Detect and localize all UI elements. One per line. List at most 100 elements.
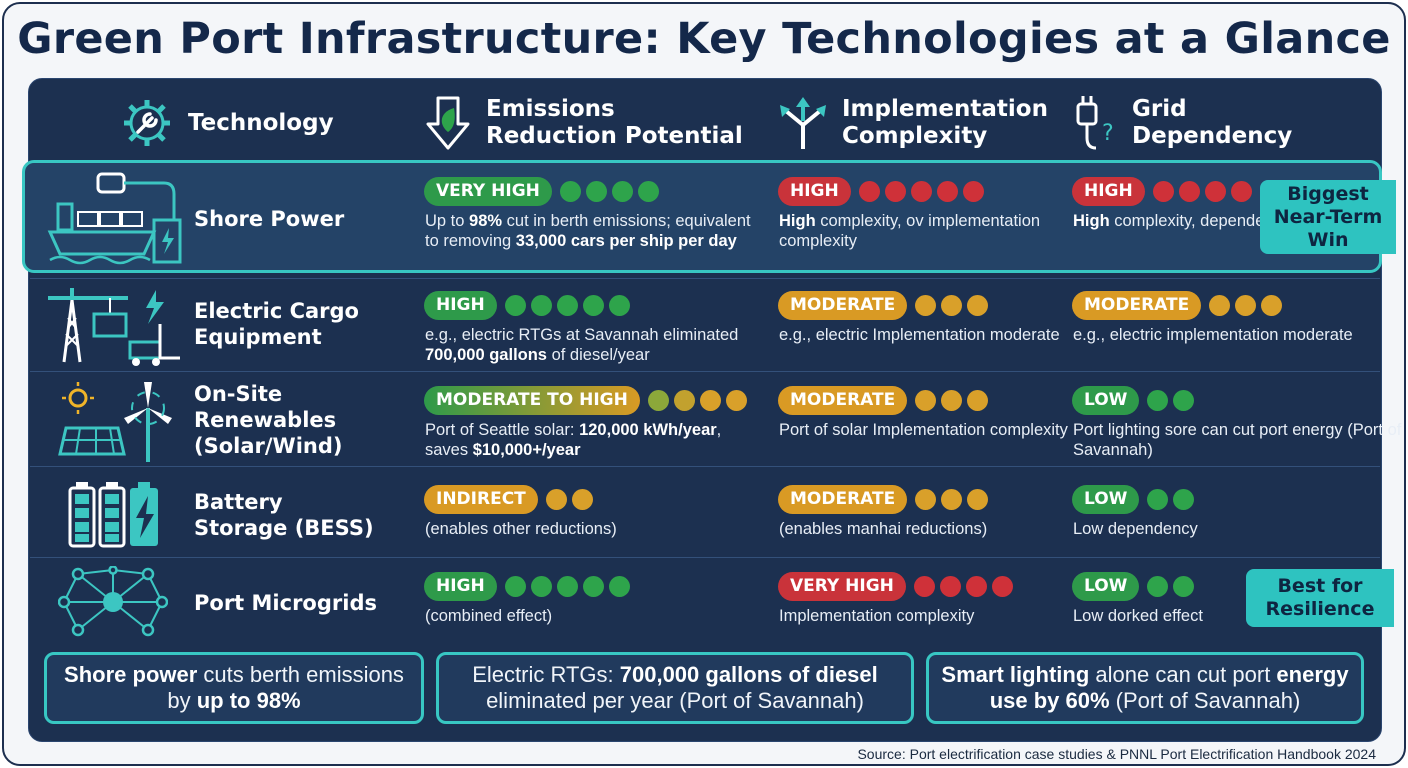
rating-dots [915, 489, 988, 510]
header-emissions: Emissions Reduction Potential [424, 84, 746, 162]
page-title: Green Port Infrastructure: Key Technolog… [17, 14, 1391, 64]
rating-dot [505, 295, 526, 316]
technology-name: On-Site Renewables (Solar/Wind) [194, 382, 343, 458]
highlighted-row [22, 160, 1382, 273]
rating-dot [966, 576, 987, 597]
rating-dots [505, 295, 630, 316]
header-label: Grid Dependency [1132, 96, 1293, 149]
rating-badge: VERY HIGH [778, 572, 906, 601]
header-label: Technology [188, 109, 334, 136]
rating-dot [586, 181, 607, 202]
rating-dots [546, 489, 593, 510]
rating-badge: LOW [1072, 485, 1140, 514]
rating-dot [531, 295, 552, 316]
rating-dot [648, 390, 669, 411]
description-emphasis: High [779, 212, 816, 230]
rating-badge: LOW [1072, 572, 1140, 601]
rating-dot [1147, 489, 1168, 510]
description-text: of diesel/year [547, 346, 650, 364]
rating-dot [531, 576, 552, 597]
ship-plug-icon [47, 172, 182, 265]
rating-dots [1209, 295, 1282, 316]
stat-text: (Port of Savannah) [1109, 688, 1301, 713]
rating-dots [859, 181, 984, 202]
rating-badge: HIGH [1072, 177, 1145, 206]
rating-dot [1147, 390, 1168, 411]
row-divider [30, 466, 1380, 467]
rating-dot [609, 576, 630, 597]
rating-badge: MODERATE TO HIGH [424, 386, 640, 415]
rating-dot [583, 295, 604, 316]
network-icon [58, 566, 168, 637]
rating-dot [915, 295, 936, 316]
rating-dot [638, 181, 659, 202]
rating-dot [1235, 295, 1256, 316]
rating-badge: HIGH [778, 177, 851, 206]
stat-card: Shore power cuts berth emissions by up t… [44, 652, 424, 724]
rating-dots [505, 576, 630, 597]
biggest-win-tag: Biggest Near-Term Win [1260, 180, 1396, 254]
description-text: Port of solar Implementation complexity [779, 421, 1068, 439]
description-text: , saves [425, 421, 722, 459]
stat-text: cuts berth emissions by [167, 662, 404, 713]
description-text: complexity, ov implementation complexity [779, 212, 1041, 250]
rating-dot [967, 295, 988, 316]
rating-dots [1147, 576, 1194, 597]
stat-bold: Shore power [64, 662, 198, 687]
rating-description: e.g., electric Implementation moderate [779, 325, 1119, 345]
description-text: Port of Seattle solar: [425, 421, 580, 439]
rating-dot [885, 181, 906, 202]
rating-dot [1209, 295, 1230, 316]
rating-dot [941, 295, 962, 316]
rating-description: (enables other reductions) [425, 519, 765, 539]
rating-badge: MODERATE [778, 291, 908, 320]
rating-description: e.g., electric implementation moderate [1073, 325, 1408, 345]
resilience-tag: Best for Resilience [1246, 569, 1394, 627]
stat-card: Electric RTGs: 700,000 gallons of diesel… [436, 652, 914, 724]
rating-dot [505, 576, 526, 597]
rating-description: Port lighting sore can cut port energy (… [1073, 420, 1408, 460]
description-text: e.g., electric implementation moderate [1073, 326, 1353, 344]
stat-bold: Smart lighting [941, 662, 1090, 687]
rating-dot [941, 489, 962, 510]
rating-dot [914, 576, 935, 597]
description-emphasis: 33,000 cars per ship per day [515, 232, 737, 250]
rating-dot [583, 576, 604, 597]
rating-dot [940, 576, 961, 597]
description-text: (combined effect) [425, 607, 553, 625]
rating-description: High complexity, ov implementation compl… [779, 211, 1119, 251]
stat-bold: 700,000 gallons of diesel [619, 662, 878, 687]
rating-dot [1173, 576, 1194, 597]
rating-dots [915, 295, 988, 316]
row-divider [30, 371, 1380, 372]
rating-badge: HIGH [424, 291, 497, 320]
rating-dot [937, 181, 958, 202]
rating-dots [1147, 489, 1194, 510]
stat-text: Electric RTGs: [472, 662, 620, 687]
rating-dots [1147, 390, 1194, 411]
rating-dot [546, 489, 567, 510]
rating-dot [992, 576, 1013, 597]
description-text: (enables manhai reductions) [779, 520, 988, 538]
rating-badge: INDIRECT [424, 485, 538, 514]
technology-name: Electric Cargo Equipment [194, 299, 359, 349]
gear-wrench-icon [124, 100, 170, 146]
description-text: e.g., electric Implementation moderate [779, 326, 1060, 344]
stat-text: eliminated per year (Port of Savannah) [486, 688, 864, 713]
description-text: e.g., electric RTGs at Savannah eliminat… [425, 326, 739, 344]
rating-dot [1231, 181, 1252, 202]
description-text: cut in berth emissions; equivalent to re… [425, 212, 751, 250]
rating-dot [609, 295, 630, 316]
plug-question-icon: ? [1076, 96, 1114, 150]
rating-dots [915, 390, 988, 411]
rating-dot [963, 181, 984, 202]
rating-badge: MODERATE [778, 386, 908, 415]
rating-dot [674, 390, 695, 411]
rating-dots [648, 390, 747, 411]
description-emphasis: High [1073, 212, 1110, 230]
description-emphasis: $10,000+/year [472, 441, 581, 459]
header-complexity: Implementation Complexity [778, 84, 1048, 162]
rating-dot [612, 181, 633, 202]
rating-dot [700, 390, 721, 411]
solar-wind-icon [58, 382, 172, 462]
